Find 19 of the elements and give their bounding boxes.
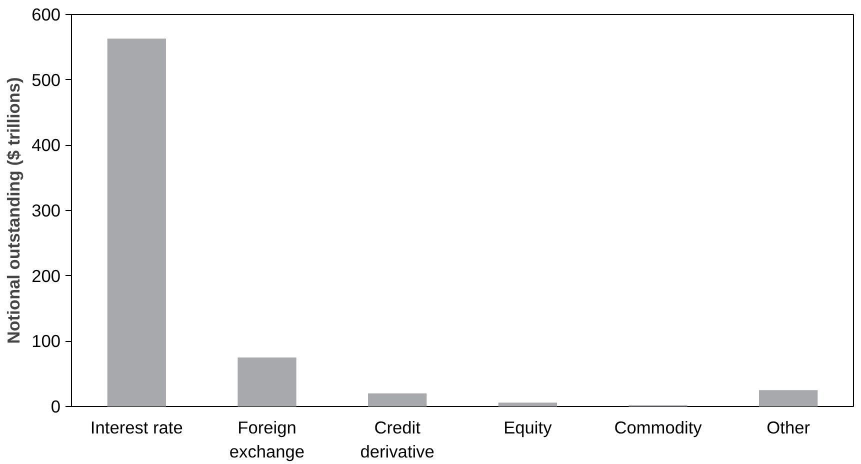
x-tick-label: Equity <box>504 418 552 438</box>
y-tick-label: 500 <box>32 70 61 90</box>
bar <box>238 358 296 406</box>
y-tick-label: 100 <box>32 331 61 352</box>
bar <box>759 390 818 406</box>
bar <box>107 38 166 406</box>
bar <box>498 402 557 406</box>
y-tick-label: 0 <box>50 396 61 416</box>
y-tick-label: 600 <box>32 4 61 24</box>
x-tick-label: Interest rate <box>90 418 183 438</box>
bar <box>368 393 427 406</box>
x-tick-label: Credit derivative <box>360 418 434 462</box>
y-tick-label: 400 <box>32 135 61 156</box>
x-tick-label: Other <box>766 418 810 438</box>
y-axis-title: Notional outstanding ($ trillions) <box>4 77 24 344</box>
x-tick-label: Commodity <box>614 418 702 438</box>
x-tick-label: Foreign exchange <box>229 418 305 462</box>
y-tick-label: 200 <box>32 266 61 286</box>
y-tick-label: 300 <box>32 200 61 220</box>
